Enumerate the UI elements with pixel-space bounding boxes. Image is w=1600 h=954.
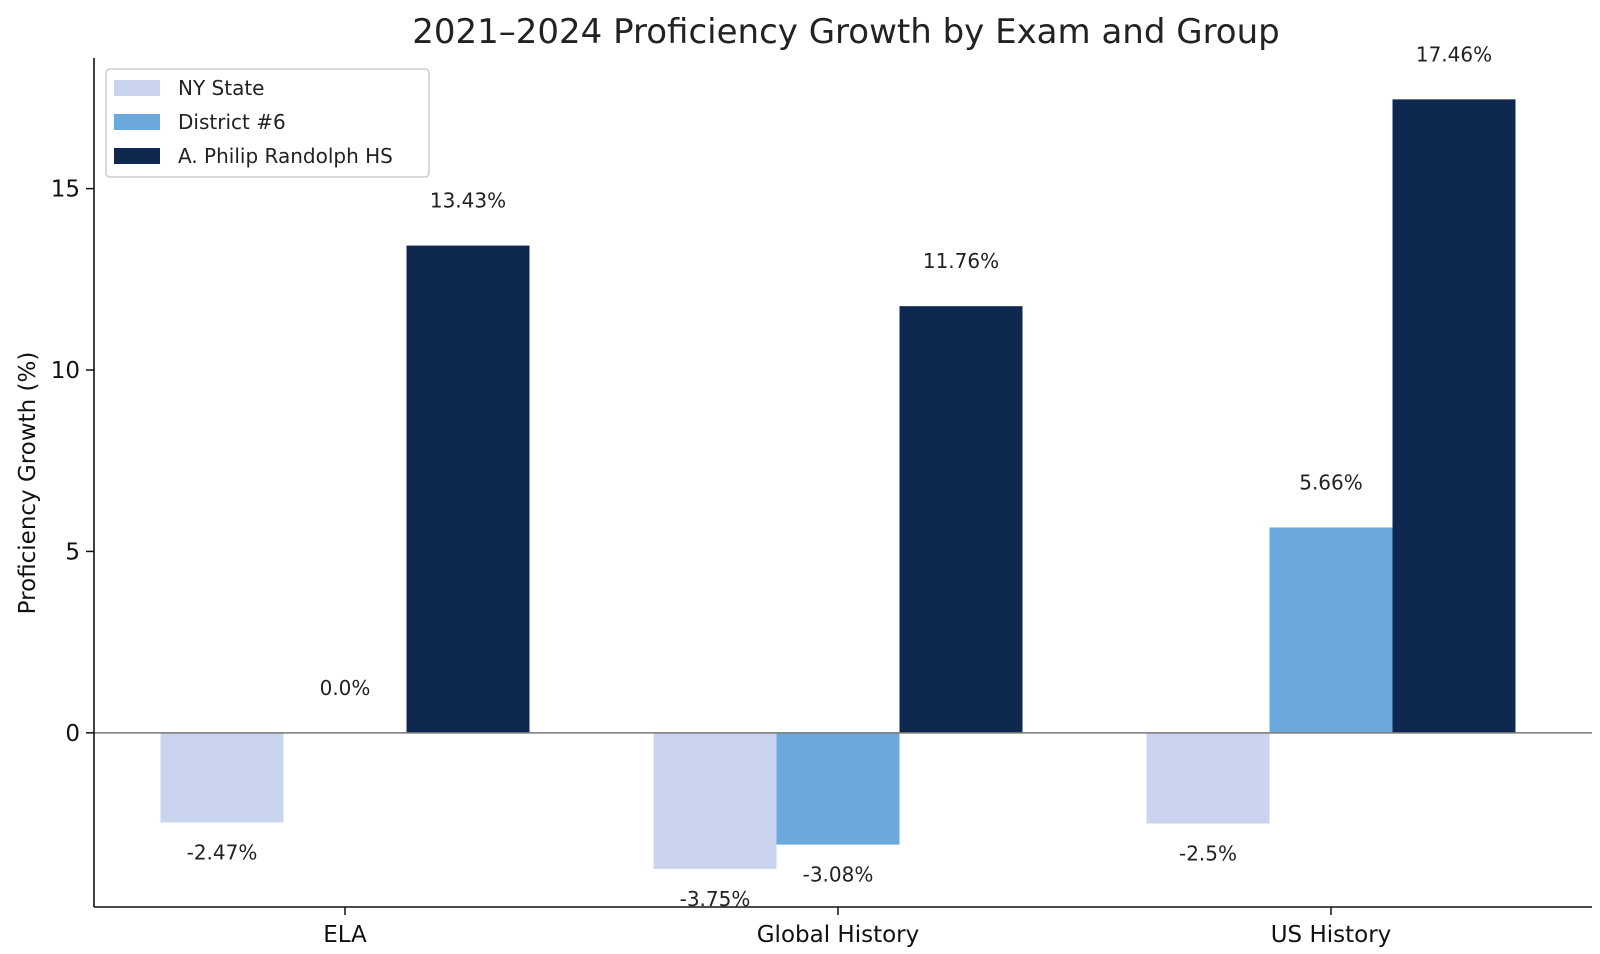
y-tick-label: 15 [51, 177, 80, 203]
bar-a-philip-randolph-hs-ela [406, 245, 530, 733]
x-tick-label: Global History [757, 922, 920, 948]
value-label: 5.66% [1299, 470, 1363, 494]
bar-ny-state-global-history [653, 732, 777, 869]
value-label: -3.08% [803, 863, 874, 887]
legend-swatch-district-6 [114, 114, 160, 130]
legend-swatch-ny-state [114, 80, 160, 96]
legend-label-randolph-hs: A. Philip Randolph HS [178, 144, 393, 168]
value-label: 17.46% [1416, 42, 1492, 66]
value-label: 13.43% [430, 189, 506, 213]
legend-label-district-6: District #6 [178, 110, 286, 134]
x-ticks-group: ELA Global History US History [323, 907, 1391, 948]
value-label: -2.5% [1179, 842, 1237, 866]
legend-frame [105, 68, 430, 178]
bar-district-6-global-history [776, 732, 900, 845]
legend-label-ny-state: NY State [178, 76, 264, 100]
y-tick-label: 10 [51, 358, 80, 384]
bar-district-6-us-history [1269, 527, 1393, 733]
bars-group [160, 99, 1516, 869]
legend: NY State District #6 A. Philip Randolph … [105, 68, 430, 178]
y-axis-label: Proficiency Growth (%) [15, 352, 41, 615]
value-label: 0.0% [320, 676, 371, 700]
x-tick-label: ELA [323, 922, 367, 948]
y-ticks-group: 0 5 10 15 [51, 177, 94, 747]
x-tick-label: US History [1271, 922, 1392, 948]
bar-ny-state-ela [160, 732, 284, 823]
y-tick-label: 0 [65, 721, 80, 747]
value-label: 11.76% [923, 249, 999, 273]
chart-title: 2021–2024 Proficiency Growth by Exam and… [412, 12, 1279, 52]
bar-a-philip-randolph-hs-global-history [899, 306, 1023, 733]
value-label: -2.47% [187, 840, 258, 864]
y-tick-label: 5 [65, 539, 80, 565]
bar-a-philip-randolph-hs-us-history [1392, 99, 1516, 733]
value-labels-group: -2.47%-3.75%-2.5%0.0%-3.08%5.66%13.43%11… [187, 42, 1493, 911]
legend-swatch-randolph-hs [114, 148, 160, 164]
bar-ny-state-us-history [1146, 732, 1270, 824]
